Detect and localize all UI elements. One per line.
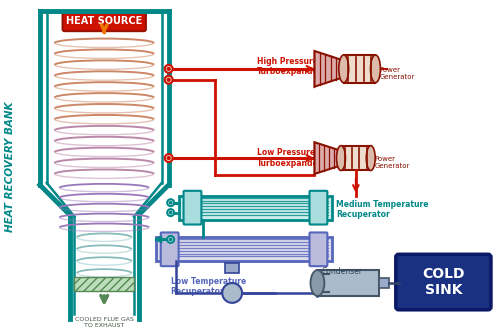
Text: Power
Generator: Power Generator bbox=[374, 156, 410, 169]
Text: High Pressure
Turboexpander: High Pressure Turboexpander bbox=[257, 57, 322, 76]
FancyBboxPatch shape bbox=[344, 55, 376, 83]
Text: HEAT RECOVERY BANK: HEAT RECOVERY BANK bbox=[5, 102, 15, 232]
Circle shape bbox=[164, 65, 172, 73]
Circle shape bbox=[167, 199, 174, 206]
Ellipse shape bbox=[339, 55, 348, 83]
Text: COLD
SINK: COLD SINK bbox=[422, 267, 465, 297]
Polygon shape bbox=[314, 51, 342, 87]
Polygon shape bbox=[314, 142, 339, 174]
FancyBboxPatch shape bbox=[62, 11, 146, 31]
FancyBboxPatch shape bbox=[160, 232, 178, 266]
Text: HEAT SOURCE: HEAT SOURCE bbox=[66, 16, 142, 26]
Circle shape bbox=[169, 201, 172, 205]
FancyBboxPatch shape bbox=[310, 232, 328, 266]
FancyBboxPatch shape bbox=[341, 146, 370, 170]
Circle shape bbox=[222, 283, 242, 303]
Ellipse shape bbox=[310, 270, 324, 296]
FancyBboxPatch shape bbox=[74, 277, 134, 291]
Ellipse shape bbox=[336, 146, 345, 170]
FancyBboxPatch shape bbox=[178, 196, 332, 219]
Circle shape bbox=[166, 77, 171, 82]
FancyBboxPatch shape bbox=[310, 191, 328, 224]
FancyBboxPatch shape bbox=[396, 254, 491, 310]
Text: Power
Generator: Power Generator bbox=[380, 67, 415, 80]
Circle shape bbox=[164, 76, 172, 84]
FancyBboxPatch shape bbox=[184, 191, 202, 224]
Text: Medium Temperature
Recuperator: Medium Temperature Recuperator bbox=[336, 200, 429, 219]
FancyBboxPatch shape bbox=[156, 237, 332, 261]
Circle shape bbox=[164, 154, 172, 162]
Circle shape bbox=[167, 209, 174, 216]
Text: Low Pressure
Turboexpander: Low Pressure Turboexpander bbox=[257, 148, 322, 168]
Circle shape bbox=[166, 156, 171, 160]
Circle shape bbox=[167, 236, 174, 243]
Ellipse shape bbox=[366, 146, 375, 170]
Circle shape bbox=[166, 67, 171, 71]
Text: Low Temperature
Recuperator: Low Temperature Recuperator bbox=[170, 277, 246, 297]
Ellipse shape bbox=[370, 55, 380, 83]
FancyBboxPatch shape bbox=[379, 278, 389, 288]
Text: COOLED FLUE GAS
TO EXHAUST: COOLED FLUE GAS TO EXHAUST bbox=[75, 317, 134, 328]
Circle shape bbox=[169, 211, 172, 214]
Circle shape bbox=[169, 237, 172, 241]
Text: Condenser: Condenser bbox=[322, 267, 362, 276]
FancyBboxPatch shape bbox=[318, 270, 379, 296]
FancyBboxPatch shape bbox=[225, 263, 239, 273]
